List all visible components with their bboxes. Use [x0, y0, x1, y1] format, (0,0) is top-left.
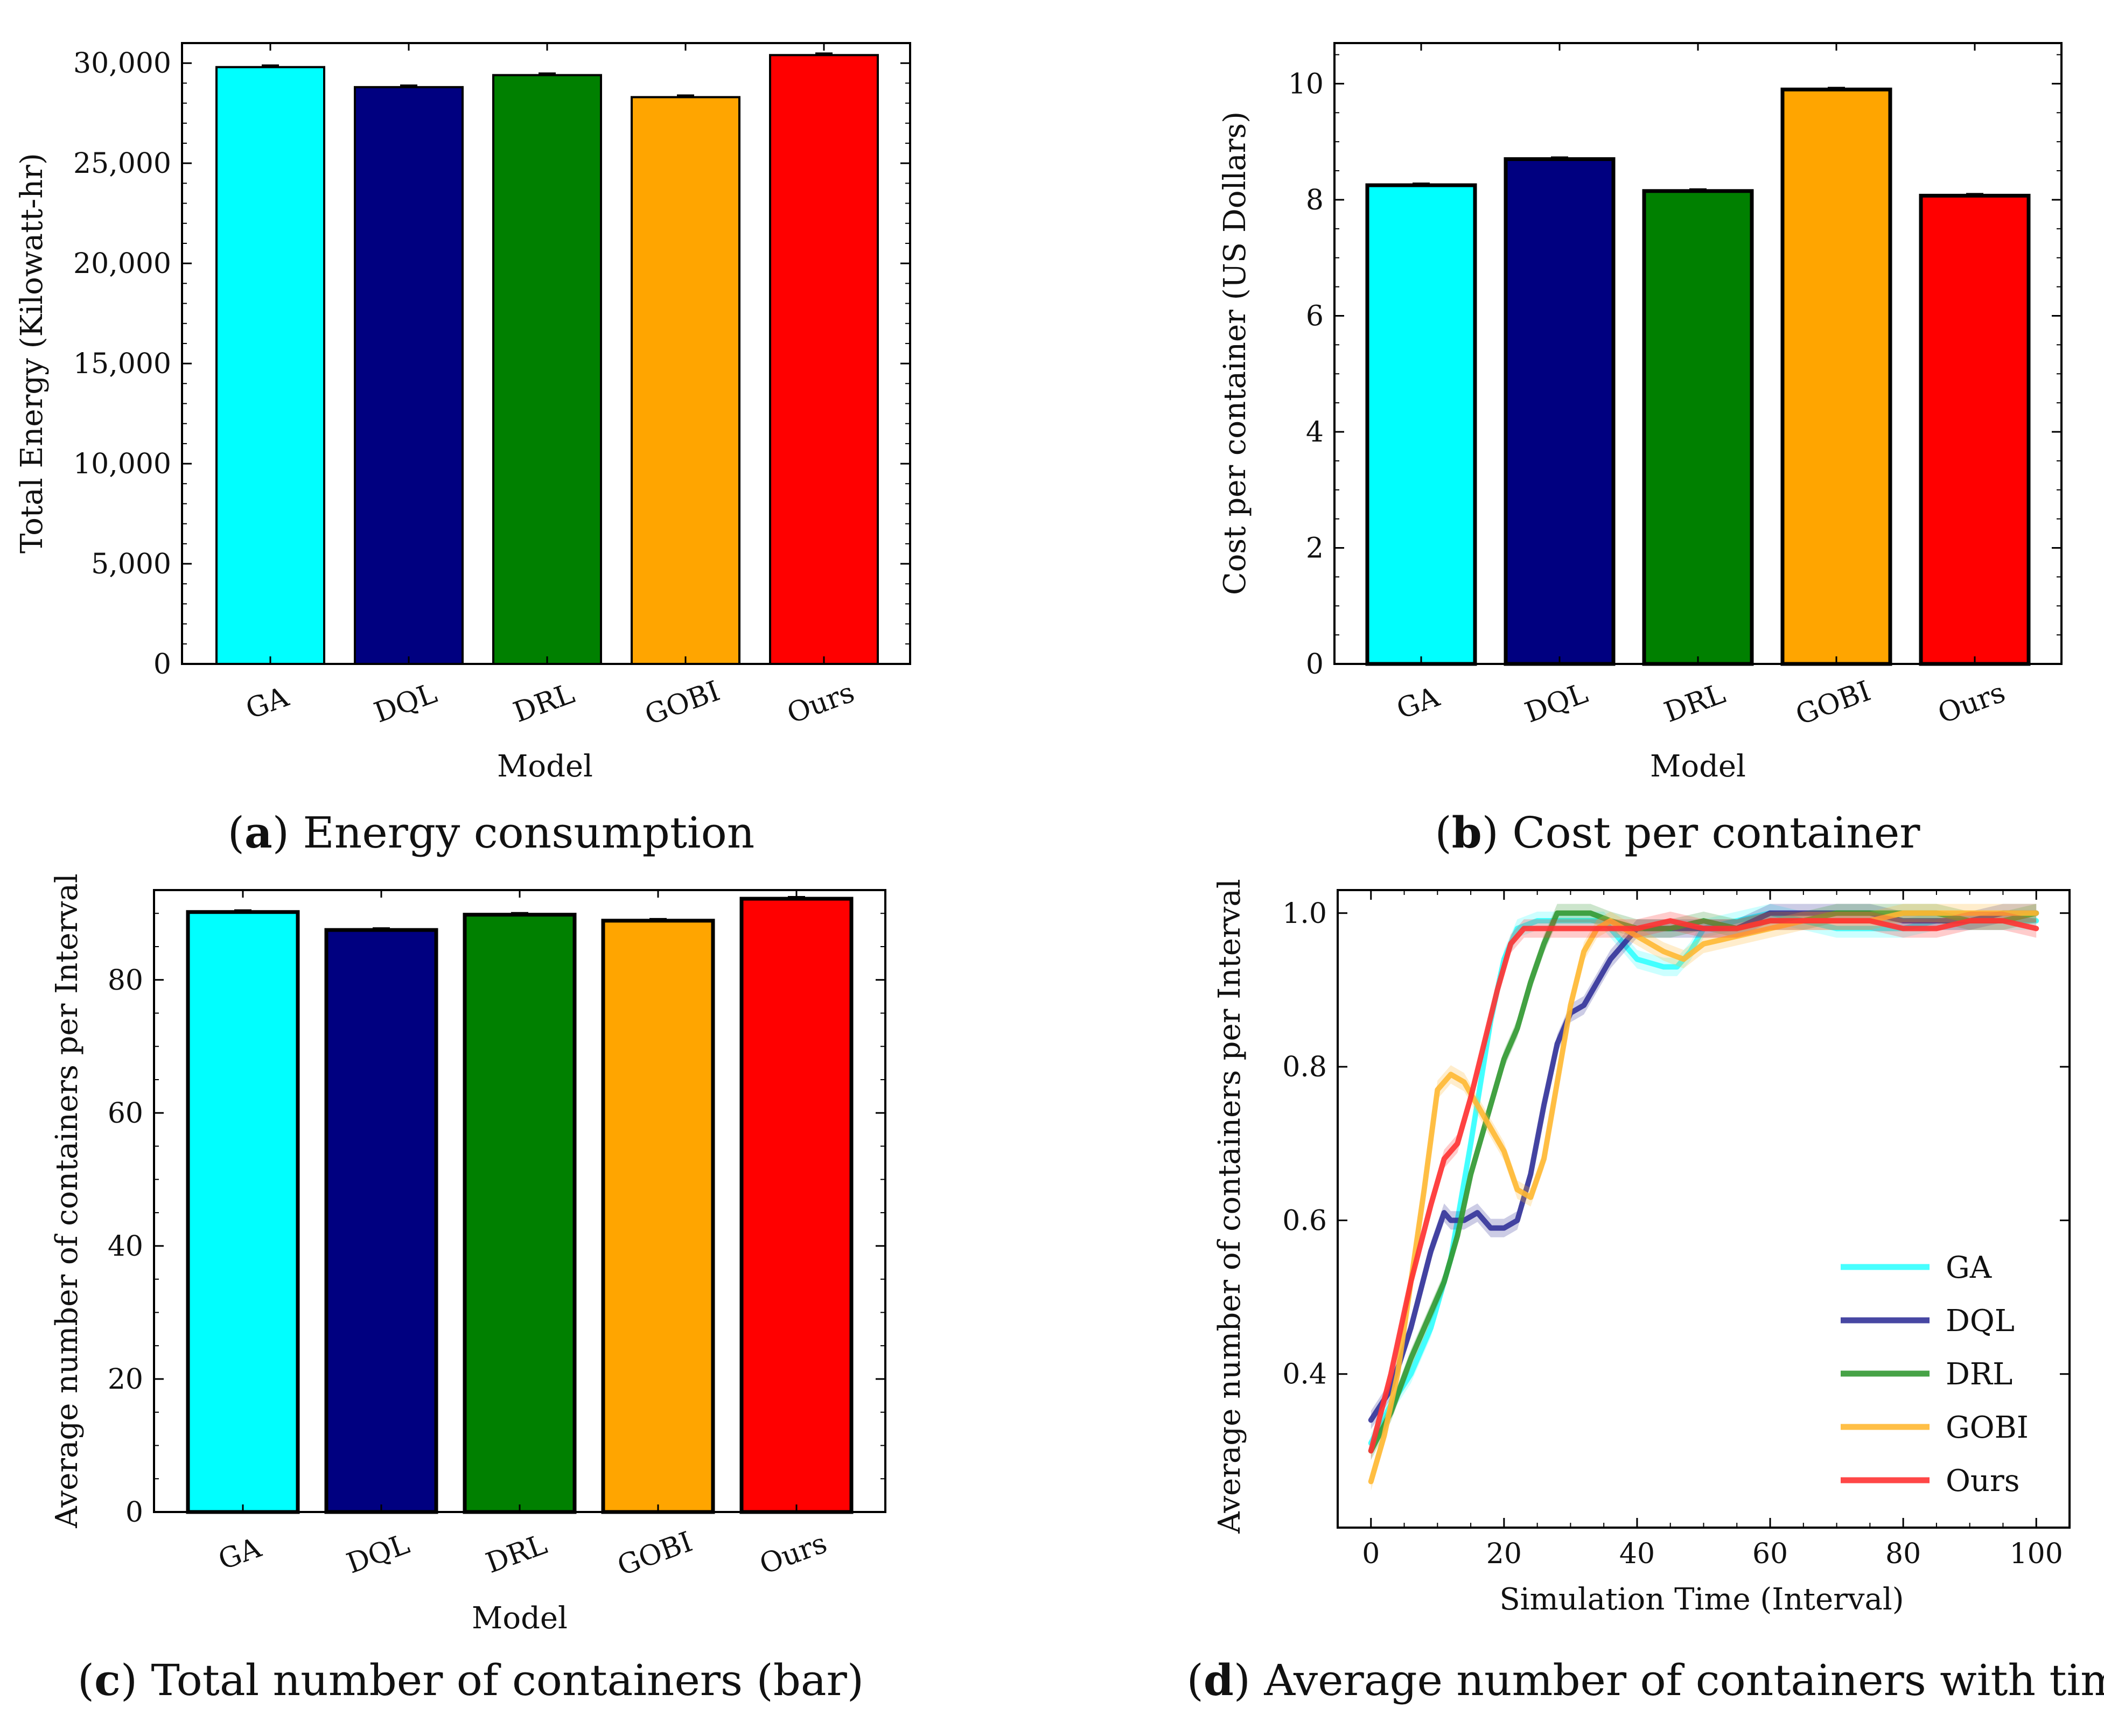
x-category-label: DRL	[509, 677, 579, 729]
bar-gobi	[1780, 87, 1892, 666]
y-tick-label: 20	[108, 1363, 143, 1396]
y-axis-label: Cost per container (US Dollars)	[1218, 111, 1253, 595]
x-axis-label: Model	[472, 1601, 568, 1636]
y-tick-label: 80	[108, 964, 143, 997]
plot-frame	[153, 889, 886, 1513]
y-tick-label: 25,000	[73, 148, 171, 180]
x-category-label: GOBI	[613, 1525, 697, 1582]
bar-drl	[1642, 189, 1754, 666]
bar-ours	[769, 54, 879, 665]
panel-a: 0 5,000 10,000 15,000 20,000 25,000 30,000 Mode…	[15, 42, 911, 858]
y-tick-label: 30,000	[73, 47, 171, 80]
y-tick-label: 0	[1306, 648, 1324, 681]
y-tick-label: 2	[1306, 532, 1324, 564]
plot-frame	[181, 42, 911, 665]
x-tick-label: 20	[1486, 1538, 1522, 1570]
x-axis-label: Model	[1650, 749, 1746, 784]
y-tick-label: 40	[108, 1230, 143, 1263]
legend-label: GA	[1946, 1250, 1992, 1285]
panel-b: 0 2 4 6 8 10 Model Cost per container (US Dolla…	[1218, 42, 2063, 858]
x-axis-label: Model	[497, 749, 593, 784]
legend-label: Ours	[1946, 1464, 2019, 1499]
bar-ours	[1919, 193, 2031, 666]
series-line-gobi	[1368, 910, 2039, 1485]
panel-d: 0.4 0.6 0.8 1.0 Simulation Time (Interval) Av…	[1187, 879, 2104, 1705]
bar-drl	[492, 74, 602, 666]
bar-dql	[354, 86, 464, 665]
legend: GA DQL DRL GOBI Ours	[1841, 1250, 2029, 1499]
panel-caption: (a) Energy consumption	[228, 807, 755, 858]
legend-label: GOBI	[1946, 1410, 2029, 1445]
bar-ga	[215, 66, 325, 666]
y-tick-label: 10,000	[73, 448, 171, 480]
y-tick-label: 5,000	[91, 548, 171, 580]
plot-frame	[1333, 42, 2063, 665]
x-category-label: DQL	[370, 677, 441, 730]
bar-drl	[463, 913, 577, 1514]
y-tick-label: 0.4	[1282, 1359, 1327, 1391]
y-tick-label: 60	[108, 1097, 143, 1130]
x-tick-label: 40	[1619, 1538, 1655, 1570]
bar-ga	[1365, 183, 1477, 666]
plot-frame	[1337, 889, 2071, 1529]
x-tick-label: 80	[1885, 1538, 1921, 1570]
x-category-label: GA	[1393, 681, 1444, 726]
y-tick-label: 0.8	[1282, 1051, 1327, 1083]
x-category-label: DQL	[342, 1528, 414, 1580]
x-category-label: DRL	[1660, 677, 1730, 729]
bar-gobi	[631, 96, 740, 665]
x-tick-label: 60	[1752, 1538, 1788, 1570]
x-category-label: GA	[242, 681, 293, 726]
y-axis-label: Total Energy (Kilowatt-hr)	[15, 153, 50, 554]
x-category-label: Ours	[1934, 676, 2009, 730]
y-axis-label: Average number of containers per Interva…	[50, 873, 85, 1528]
x-category-label: GOBI	[641, 675, 724, 731]
x-category-label: GOBI	[1792, 675, 1875, 731]
y-tick-label: 8	[1306, 184, 1324, 216]
bar-dql	[324, 928, 438, 1514]
x-category-label: DQL	[1521, 677, 1592, 730]
legend-label: DRL	[1946, 1357, 2012, 1392]
y-tick-label: 0	[153, 648, 171, 681]
series-line-ours	[1368, 918, 2039, 1454]
y-tick-label: 15,000	[73, 348, 171, 380]
y-tick-label: 0.6	[1282, 1205, 1327, 1237]
bar-ours	[739, 897, 854, 1514]
x-tick-label: 0	[1362, 1538, 1380, 1570]
x-category-label: DRL	[482, 1528, 551, 1580]
x-category-label: GA	[214, 1531, 266, 1577]
bar-dql	[1504, 157, 1616, 666]
y-axis-label: Average number of containers per Interva…	[1212, 879, 1247, 1534]
panel-c: 0 20 40 60 80 Model Average number of containe…	[50, 873, 886, 1705]
panel-caption: (c) Total number of containers (bar)	[78, 1655, 864, 1705]
x-tick-label: 100	[2010, 1538, 2063, 1570]
y-tick-label: 20,000	[73, 248, 171, 280]
x-axis-label: Simulation Time (Interval)	[1499, 1582, 1904, 1617]
x-category-label: Ours	[783, 676, 858, 730]
y-tick-label: 10	[1288, 68, 1324, 100]
panel-caption: (d) Average number of containers with ti…	[1187, 1655, 2104, 1705]
bar-ga	[186, 910, 300, 1514]
bar-gobi	[601, 919, 715, 1514]
y-tick-label: 0	[125, 1496, 143, 1529]
legend-label: DQL	[1946, 1304, 2015, 1339]
y-tick-label: 4	[1306, 416, 1324, 449]
y-tick-label: 6	[1306, 300, 1324, 332]
series-band-gobi	[1371, 904, 2037, 1491]
y-tick-label: 1.0	[1282, 898, 1327, 930]
x-category-label: Ours	[756, 1527, 831, 1581]
series-line-drl	[1368, 910, 2039, 1454]
panel-caption: (b) Cost per container	[1435, 807, 1920, 858]
